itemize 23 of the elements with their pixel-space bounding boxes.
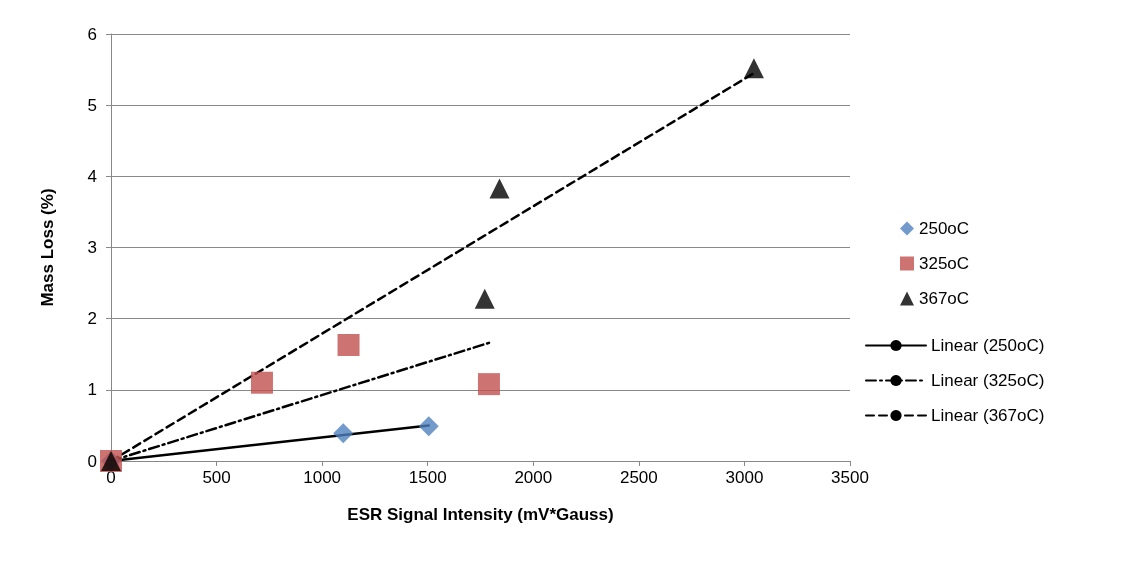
- y-tick-label: 0: [87, 451, 97, 471]
- y-tick-label: 1: [87, 380, 97, 400]
- y-tick-label: 2: [87, 309, 97, 329]
- x-tick-label: 1500: [408, 468, 447, 487]
- x-tick-label: 500: [202, 468, 231, 487]
- x-tick-label: 1000: [303, 468, 342, 487]
- legend-label: 250oC: [919, 219, 970, 238]
- y-tick-label: 5: [87, 95, 97, 115]
- legend-label: Linear (250oC): [931, 336, 1045, 355]
- y-tick-label: 3: [87, 238, 97, 257]
- y-tick-label: 4: [87, 166, 97, 186]
- legend-label: Linear (367oC): [931, 406, 1045, 425]
- x-axis-title: ESR Signal Intensity (mV*Gauss): [347, 505, 614, 524]
- legend-label: 325oC: [919, 254, 970, 273]
- y-tick-label: 6: [87, 24, 97, 44]
- x-tick-label: 0: [106, 468, 116, 487]
- legend-label: 367oC: [919, 289, 970, 308]
- legend-label: Linear (325oC): [931, 371, 1045, 390]
- x-tick-label: 3500: [831, 468, 869, 487]
- x-tick-label: 2500: [619, 468, 658, 487]
- x-tick-label: 3000: [725, 468, 764, 487]
- y-axis-title: Mass Loss (%): [38, 188, 57, 307]
- x-tick-label: 2000: [514, 468, 553, 487]
